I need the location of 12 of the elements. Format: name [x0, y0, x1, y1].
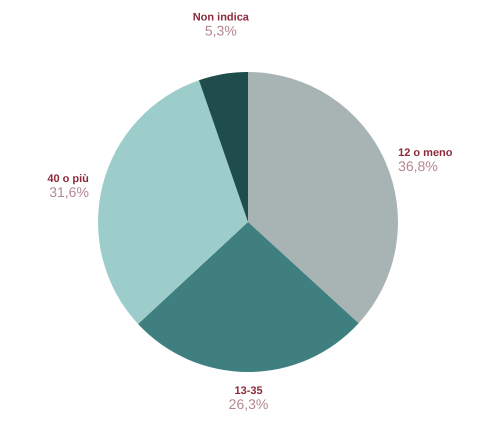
- data-label: 36,8%: [398, 158, 438, 174]
- slice-label: 12 o meno: [398, 146, 453, 159]
- pie-slice: [138, 222, 359, 372]
- pie-slice: [248, 72, 398, 324]
- data-label: 26,3%: [228, 396, 268, 412]
- data-label: 5,3%: [204, 22, 237, 38]
- slice-label: 40 o più: [47, 173, 89, 186]
- data-label: 31,6%: [49, 184, 89, 200]
- slice-label: 13-35: [234, 385, 263, 397]
- pie-slice: [198, 72, 248, 222]
- pie-slice: [98, 80, 248, 324]
- slice-label: Non indica: [192, 11, 250, 24]
